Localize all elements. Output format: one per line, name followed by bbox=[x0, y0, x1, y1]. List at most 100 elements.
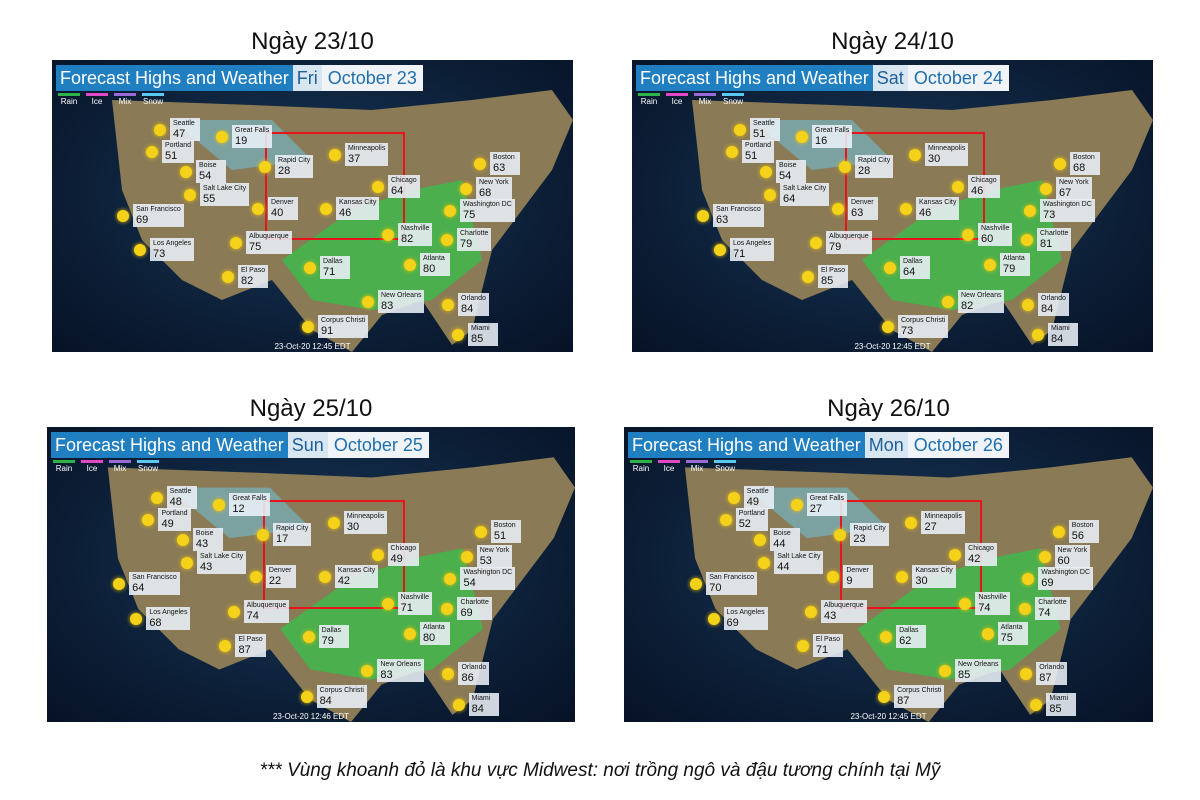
city-name: Denver bbox=[851, 199, 874, 206]
city-temp: 55 bbox=[203, 193, 216, 205]
weather-icon bbox=[371, 549, 384, 562]
footnote: *** Vùng khoanh đỏ là khu vực Midwest: n… bbox=[259, 760, 941, 781]
city-temp: 74 bbox=[1038, 606, 1051, 619]
city-name: Chicago bbox=[391, 177, 417, 184]
city-name: Miami bbox=[471, 325, 490, 332]
city-temp: 27 bbox=[809, 502, 822, 515]
legend-item: Snow bbox=[137, 460, 159, 473]
city-name: San Francisco bbox=[716, 206, 761, 213]
city-temp: 56 bbox=[1071, 529, 1084, 542]
timestamp: 23-Oct-20 12:45 EDT bbox=[850, 712, 927, 721]
city-label: Chicago 42 bbox=[965, 543, 997, 567]
city-name: Boston bbox=[493, 521, 516, 529]
city-label: Orlando 87 bbox=[1036, 662, 1068, 686]
city-label: Salt Lake City 44 bbox=[774, 551, 824, 575]
weather-icon bbox=[952, 181, 964, 193]
city-label: Miami 84 bbox=[1048, 323, 1078, 346]
weather-icon bbox=[827, 571, 840, 584]
city-label: Miami 85 bbox=[1046, 692, 1077, 716]
city-name: Nashville bbox=[981, 225, 1010, 232]
city-label: Salt Lake City 43 bbox=[196, 551, 247, 575]
city-name: New Orleans bbox=[958, 661, 999, 669]
city-name: Corpus Christi bbox=[321, 317, 366, 324]
legend-item: Snow bbox=[714, 460, 736, 473]
city-name: Boston bbox=[493, 154, 515, 161]
weather-icon bbox=[905, 516, 918, 529]
city-name: Los Angeles bbox=[153, 240, 192, 247]
weather-icon bbox=[113, 578, 126, 591]
weather-icon bbox=[230, 237, 242, 249]
city-name: Seattle bbox=[753, 120, 775, 127]
city-name: Boise bbox=[779, 162, 797, 169]
city-temp: 63 bbox=[716, 214, 729, 226]
city-label: Portland 51 bbox=[742, 140, 775, 163]
city-temp: 49 bbox=[161, 517, 174, 530]
city-name: Corpus Christi bbox=[897, 686, 942, 694]
city-label: Miami 85 bbox=[468, 323, 498, 346]
city-temp: 73 bbox=[901, 325, 914, 337]
city-label: Albuquerque 75 bbox=[246, 231, 292, 254]
city-temp: 75 bbox=[463, 209, 476, 221]
city-temp: 30 bbox=[346, 520, 360, 533]
city-name: New York bbox=[1059, 179, 1089, 186]
weather-icon bbox=[1024, 205, 1036, 217]
city-temp: 82 bbox=[401, 233, 414, 245]
weather-icon bbox=[259, 161, 271, 173]
weather-icon bbox=[909, 149, 921, 161]
city-temp: 42 bbox=[968, 553, 981, 566]
city-label: Albuquerque 74 bbox=[243, 599, 290, 623]
city-temp: 30 bbox=[915, 575, 928, 588]
city-name: Seattle bbox=[173, 120, 195, 127]
city-name: Albuquerque bbox=[829, 233, 869, 240]
city-temp: 84 bbox=[319, 694, 332, 707]
city-temp: 85 bbox=[471, 333, 484, 345]
city-name: Salt Lake City bbox=[783, 185, 827, 192]
city-label: Great Falls 19 bbox=[232, 125, 273, 148]
city-label: Los Angeles 71 bbox=[730, 238, 775, 261]
city-label: Boise 54 bbox=[196, 160, 226, 183]
city-name: Nashville bbox=[978, 593, 1007, 601]
city-label: Atlanta 75 bbox=[997, 621, 1028, 645]
city-label: Orlando 84 bbox=[1038, 293, 1069, 316]
header-day: Fri bbox=[292, 65, 322, 91]
legend-item: Mix bbox=[686, 460, 708, 473]
city-name: Nashville bbox=[401, 225, 430, 232]
weather-icon bbox=[1022, 299, 1034, 311]
header-bar: Forecast Highs and Weather Fri October 23 bbox=[56, 65, 423, 91]
weather-icon bbox=[810, 237, 822, 249]
city-name: Orlando bbox=[461, 664, 487, 672]
weather-icon bbox=[884, 262, 896, 274]
city-name: Washington DC bbox=[463, 569, 513, 577]
city-temp: 9 bbox=[846, 575, 853, 588]
city-name: New Orleans bbox=[961, 292, 1002, 299]
city-name: Great Falls bbox=[232, 494, 267, 502]
city-label: Seattle 48 bbox=[166, 485, 197, 509]
city-label: San Francisco 69 bbox=[133, 204, 184, 227]
legend-item: Snow bbox=[142, 93, 164, 106]
header-title: Forecast Highs and Weather bbox=[636, 65, 873, 91]
city-label: San Francisco 64 bbox=[129, 572, 180, 596]
weather-icon bbox=[1054, 158, 1066, 170]
city-temp: 87 bbox=[238, 644, 251, 657]
city-temp: 23 bbox=[853, 532, 866, 545]
weather-icon bbox=[1021, 234, 1033, 246]
city-temp: 71 bbox=[733, 248, 746, 260]
city-temp: 43 bbox=[823, 609, 837, 622]
city-name: Charlotte bbox=[1038, 598, 1067, 606]
legend-item: Rain bbox=[53, 460, 75, 473]
city-name: Portland bbox=[745, 142, 772, 149]
city-label: Boise 44 bbox=[770, 528, 801, 552]
city-name: Dallas bbox=[323, 258, 343, 265]
map-panel: Forecast Highs and Weather Sun October 25 R… bbox=[47, 427, 575, 722]
city-name: Atlanta bbox=[422, 623, 445, 631]
header-day: Sun bbox=[287, 432, 328, 458]
city-temp: 28 bbox=[858, 165, 871, 177]
weather-icon bbox=[900, 203, 912, 215]
city-label: Atlanta 80 bbox=[419, 621, 450, 645]
weather-icon bbox=[714, 244, 726, 256]
weather-icon bbox=[327, 516, 340, 529]
city-name: San Francisco bbox=[136, 206, 181, 213]
city-label: El Paso 82 bbox=[238, 265, 269, 288]
city-temp: 43 bbox=[195, 538, 209, 551]
city-temp: 30 bbox=[928, 153, 941, 165]
